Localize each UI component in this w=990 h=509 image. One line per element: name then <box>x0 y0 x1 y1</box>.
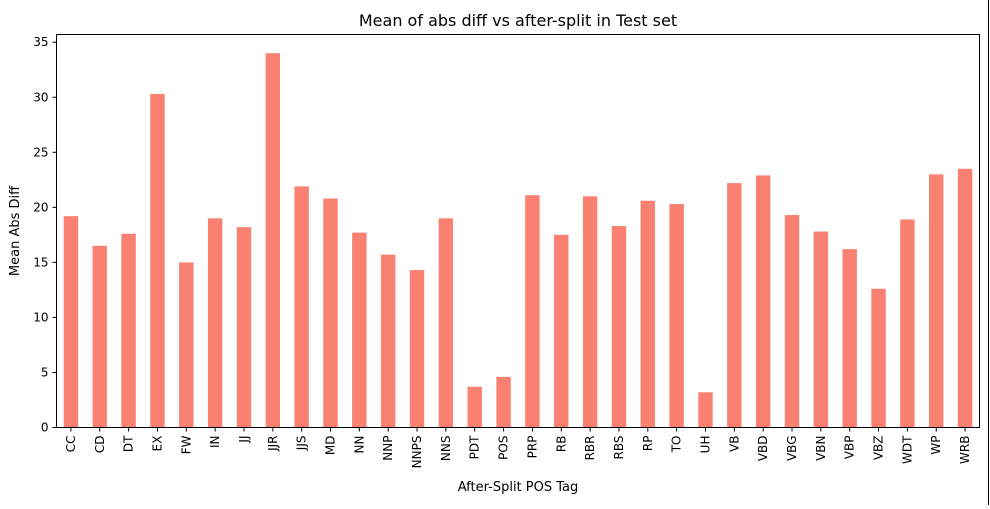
x-tick-label: VBG <box>785 436 799 462</box>
bar-prp <box>525 195 540 428</box>
x-tick-label: POS <box>497 436 511 460</box>
x-tick-label: IN <box>208 436 222 449</box>
y-tick-label: 30 <box>33 90 48 104</box>
bar-pdt <box>467 386 482 428</box>
x-tick-label: VBP <box>843 436 857 460</box>
window-edge <box>988 0 989 505</box>
y-tick-label: 15 <box>33 255 48 269</box>
x-tick-label: MD <box>324 436 338 456</box>
x-tick-label: JJR <box>266 436 280 452</box>
x-tick-label: TO <box>670 436 684 454</box>
x-tick-label: DT <box>122 435 136 452</box>
bar-vbp <box>842 249 857 428</box>
y-tick-label: 35 <box>33 35 48 49</box>
x-tick-label: RP <box>641 436 655 452</box>
x-axis: CC CD DT EX FW IN JJ JJR JJS MD NN NNP NNPS NNS PDT POS… <box>64 427 972 469</box>
y-tick-label: 20 <box>33 200 48 214</box>
bar-wdt <box>900 219 915 428</box>
x-tick-label: VBN <box>814 436 828 461</box>
bar-vbz <box>871 288 886 428</box>
plot-frame <box>56 34 980 428</box>
bar-wrb <box>957 168 973 428</box>
bar-fw <box>179 262 194 428</box>
bar-nn <box>352 232 367 428</box>
x-tick-label: RBS <box>612 436 626 460</box>
bar-vbn <box>813 231 829 428</box>
y-axis-label: Mean Abs Diff <box>8 185 23 276</box>
x-tick-label: NNPS <box>410 436 424 469</box>
bars-group <box>63 53 973 428</box>
bar-dt <box>121 233 136 428</box>
x-tick-label: CC <box>64 436 78 453</box>
bar-nns <box>438 218 454 428</box>
bar-to <box>669 204 684 428</box>
bar-md <box>323 198 338 428</box>
y-tick-label: 10 <box>33 310 48 324</box>
bar-cc <box>63 216 79 428</box>
x-tick-label: UH <box>698 436 712 454</box>
x-tick-label: VB <box>727 436 741 452</box>
x-tick-label: WP <box>929 436 943 455</box>
x-tick-label: VBZ <box>872 436 886 461</box>
bar-wp <box>929 174 944 428</box>
y-tick-label: 5 <box>41 365 49 379</box>
bar-rbr <box>582 196 598 428</box>
x-tick-label: PRP <box>525 436 539 459</box>
x-tick-label: NNP <box>381 436 395 461</box>
bar-rb <box>554 234 569 428</box>
bar-nnps <box>409 270 425 428</box>
x-tick-label: FW <box>179 435 193 454</box>
bar-vbg <box>784 215 800 428</box>
bar-jjs <box>294 186 309 428</box>
bar-nnp <box>380 254 396 428</box>
bar-jj <box>236 227 252 428</box>
x-tick-label: NNS <box>439 436 453 462</box>
x-tick-label: RB <box>554 436 568 453</box>
bar-vb <box>727 183 742 428</box>
bar-ex <box>150 93 165 428</box>
bar-jjr <box>265 53 281 428</box>
bar-rp <box>640 200 656 428</box>
x-tick-label: JJS <box>295 436 309 452</box>
x-tick-label: EX <box>150 436 164 452</box>
x-tick-label: CD <box>93 436 107 454</box>
bar-cd <box>92 245 107 428</box>
bar-rbs <box>611 226 627 428</box>
x-tick-label: VBD <box>756 436 770 462</box>
chart-title: Mean of abs diff vs after-split in Test … <box>359 11 677 30</box>
x-tick-label: NN <box>352 436 366 454</box>
x-tick-label: RBR <box>583 436 597 461</box>
x-tick-label: JJ <box>237 436 251 444</box>
y-axis: 0 5 10 15 20 25 30 35 <box>33 35 57 435</box>
bar-pos <box>496 376 511 428</box>
y-tick-label: 25 <box>33 145 48 159</box>
x-tick-label: WRB <box>958 436 972 464</box>
y-tick-label: 0 <box>41 421 49 435</box>
x-tick-label: WDT <box>900 435 914 464</box>
x-axis-label: After-Split POS Tag <box>458 480 579 495</box>
x-tick-label: PDT <box>468 435 482 459</box>
bar-vbd <box>755 175 771 428</box>
bar-uh <box>698 392 713 428</box>
bar-in <box>207 218 223 428</box>
